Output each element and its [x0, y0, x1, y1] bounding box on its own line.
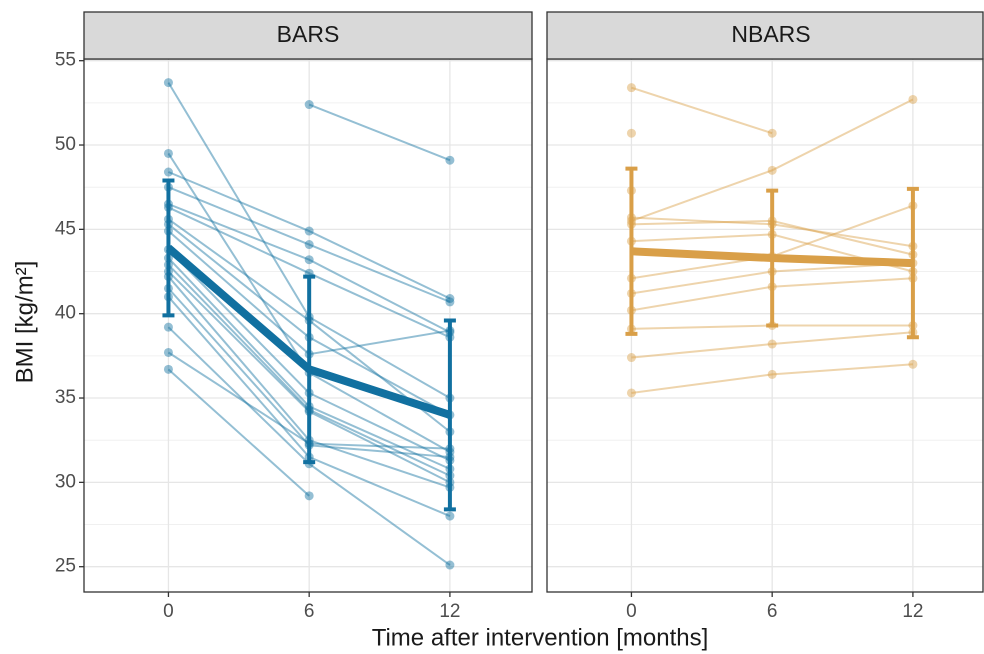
subject-line [168, 203, 451, 334]
error-bar [443, 318, 456, 512]
subject-point [767, 165, 777, 175]
subject-point [445, 155, 455, 165]
subject-line [167, 368, 310, 497]
subject-point [304, 100, 314, 110]
subject-point [626, 388, 636, 398]
y-tick-label: 30 [55, 471, 76, 492]
subject-point [445, 560, 455, 570]
y-tick-label: 45 [55, 218, 76, 239]
strip-label: BARS [277, 21, 340, 47]
y-tick-label: 40 [55, 303, 76, 324]
strip [83, 11, 533, 60]
subject-line [631, 98, 914, 222]
x-tick-label: 0 [163, 601, 174, 622]
subject-point [163, 148, 173, 158]
x-axis-title: Time after intervention [months] [372, 624, 709, 651]
x-tick-label: 0 [626, 601, 637, 622]
subject-point [445, 511, 455, 521]
subject-point [163, 167, 173, 177]
error-bar [766, 188, 779, 328]
subject-point [304, 491, 314, 501]
y-tick-label: 55 [55, 50, 76, 71]
y-tick-label: 25 [55, 556, 76, 577]
subject-line [631, 363, 913, 394]
subject-point [163, 347, 173, 357]
error-bar [625, 166, 638, 336]
x-tick-label: 12 [902, 601, 923, 622]
subject-line [168, 171, 451, 300]
subject-point [767, 369, 777, 379]
x-tick-label: 12 [439, 601, 460, 622]
subject-line [168, 206, 451, 339]
panel-background [547, 59, 983, 592]
error-bar [162, 178, 175, 318]
y-tick-label: 50 [55, 134, 76, 155]
subject-point [445, 294, 455, 304]
x-tick-label: 6 [304, 601, 315, 622]
subject-point [304, 255, 314, 265]
error-bar [906, 186, 919, 340]
subject-line [168, 186, 451, 303]
subject-point [908, 94, 918, 104]
y-tick-label: 35 [55, 387, 76, 408]
subject-point [767, 339, 777, 349]
y-axis-title: BMI [kg/m²] [11, 261, 38, 384]
subject-point [626, 83, 636, 93]
subject-point [767, 128, 777, 138]
subject-point [626, 353, 636, 363]
subject-point [163, 322, 173, 332]
subject-point [304, 240, 314, 250]
subject-line [308, 103, 451, 162]
strip [546, 11, 984, 60]
subject-point [163, 364, 173, 374]
error-bar [303, 274, 316, 465]
subject-point [304, 226, 314, 236]
x-tick-label: 6 [767, 601, 778, 622]
subject-point [445, 297, 455, 307]
subject-point [163, 78, 173, 88]
subject-point [908, 359, 918, 369]
subject-line [631, 86, 773, 135]
strip-label: NBARS [731, 21, 810, 47]
subject-line [631, 331, 913, 359]
subject-point [626, 128, 636, 138]
